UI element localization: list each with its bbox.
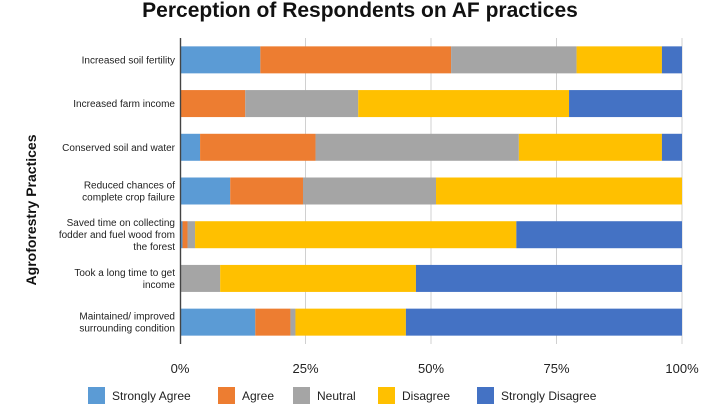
- legend-swatch: [293, 387, 310, 404]
- bar-segment: [415, 264, 682, 292]
- category-label: Increased farm income: [73, 99, 175, 110]
- bar-segment: [295, 308, 406, 336]
- bar-segment: [187, 221, 196, 249]
- bar-segment: [180, 90, 246, 118]
- bar-segment: [436, 177, 682, 205]
- bar-segment: [255, 308, 291, 336]
- bar-segment: [182, 221, 188, 249]
- bar-segment: [220, 264, 416, 292]
- x-tick-labels: 0% 25% 50% 75% 100%: [171, 361, 699, 376]
- bar-segment: [661, 133, 682, 161]
- bar-segment: [195, 221, 517, 249]
- y-axis-label: Agroforestry Practices: [23, 134, 39, 285]
- legend-label: Neutral: [317, 389, 356, 403]
- legend-label: Strongly Disagree: [501, 389, 597, 403]
- legend-label: Strongly Agree: [112, 389, 191, 403]
- category-label: Maintained/ improved surrounding conditio…: [79, 312, 175, 335]
- bar-segment: [315, 133, 519, 161]
- legend-label: Disagree: [402, 389, 450, 403]
- category-label: Took a long time to get income: [74, 268, 175, 291]
- category-label: Conserved soil and water: [62, 143, 176, 154]
- bar-segment: [245, 90, 359, 118]
- legend-swatch: [218, 387, 235, 404]
- category-label: Saved time on collecting fodder and fuel …: [59, 218, 175, 253]
- category-label: Increased soil fertility: [82, 55, 175, 66]
- legend-swatch: [477, 387, 494, 404]
- bar-segment: [516, 221, 682, 249]
- category-labels: Increased soil fertility Increased farm i…: [59, 55, 176, 334]
- bar-segment: [200, 133, 316, 161]
- bar-segment: [230, 177, 303, 205]
- bar-segment: [180, 264, 221, 292]
- bar-segment: [451, 46, 577, 74]
- category-label: Reduced chances of complete crop failure: [82, 181, 175, 204]
- bar-segment: [569, 90, 682, 118]
- bar-segment: [180, 46, 261, 74]
- x-tick-label: 75%: [543, 361, 569, 376]
- legend-swatch: [378, 387, 395, 404]
- bar-segment: [358, 90, 570, 118]
- bar-segment: [518, 133, 662, 161]
- x-tick-label: 100%: [665, 361, 699, 376]
- bar-segment: [290, 308, 296, 336]
- legend-swatch: [88, 387, 105, 404]
- bars: [180, 46, 682, 336]
- chart-title: Perception of Respondents on AF practice…: [142, 0, 578, 22]
- bar-segment: [260, 46, 452, 74]
- bar-segment: [661, 46, 682, 74]
- bar-segment: [180, 177, 231, 205]
- bar-segment: [405, 308, 682, 336]
- legend: Strongly Agree Agree Neutral Disagree Strong…: [88, 387, 597, 404]
- bar-segment: [180, 221, 183, 249]
- x-tick-label: 25%: [292, 361, 318, 376]
- bar-segment: [302, 177, 437, 205]
- bar-segment: [576, 46, 662, 74]
- x-tick-label: 0%: [171, 361, 190, 376]
- legend-label: Agree: [242, 389, 274, 403]
- x-tick-label: 50%: [418, 361, 444, 376]
- bar-segment: [180, 133, 201, 161]
- bar-segment: [180, 308, 256, 336]
